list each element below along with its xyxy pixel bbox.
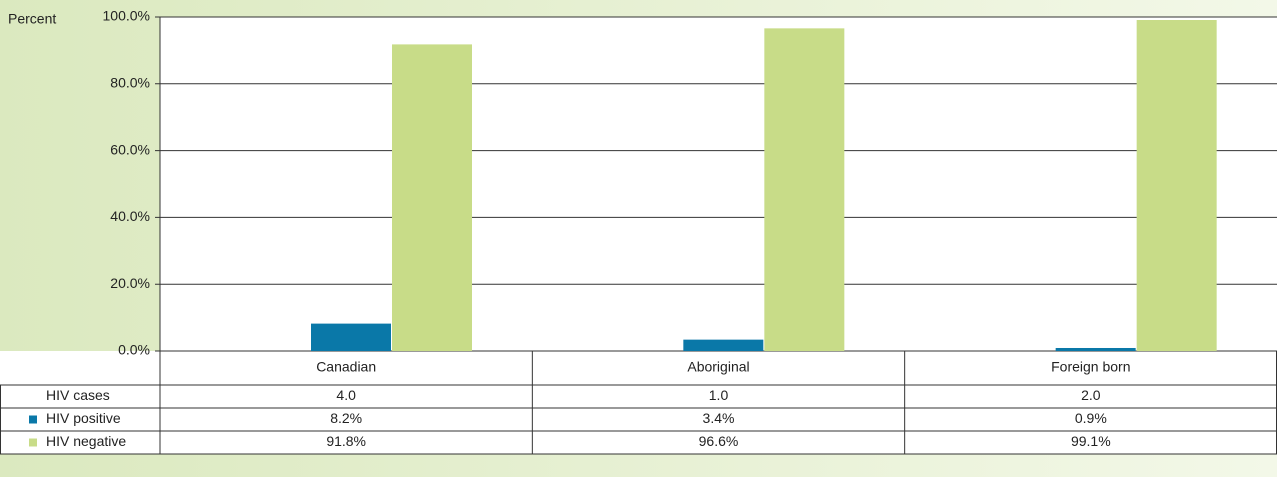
row-header: HIV cases [46,387,110,403]
table-cell: 2.0 [1081,387,1101,403]
y-tick-label: 20.0% [110,275,150,291]
table-cell: 3.4% [703,410,735,426]
table-cell: 91.8% [326,433,366,449]
bar [1136,20,1217,351]
plot-area [160,17,1277,351]
y-tick-label: 0.0% [118,342,150,358]
legend-label: HIV negative [46,433,126,449]
y-tick-label: 80.0% [110,75,150,91]
x-tick-label: Foreign born [1051,359,1130,375]
x-tick-label: Aboriginal [687,359,749,375]
table-cell: 0.9% [1075,410,1107,426]
y-tick-label: 40.0% [110,208,150,224]
table-cell: 96.6% [699,433,739,449]
legend-label: HIV positive [46,410,121,426]
y-axis-label: Percent [8,11,56,27]
table-cell: 1.0 [709,387,729,403]
table-cell: 99.1% [1071,433,1111,449]
bar [1055,347,1136,351]
table-cell: 4.0 [336,387,356,403]
y-tick-label: 60.0% [110,141,150,157]
x-tick-label: Canadian [316,359,376,375]
bar [683,339,764,351]
bar [392,44,472,351]
bar [764,28,845,352]
y-tick-label: 100.0% [103,8,150,24]
table-cell: 8.2% [330,410,362,426]
legend-swatch [29,438,37,447]
data-table [0,351,1277,454]
legend-swatch [29,415,37,424]
bar [311,323,391,351]
